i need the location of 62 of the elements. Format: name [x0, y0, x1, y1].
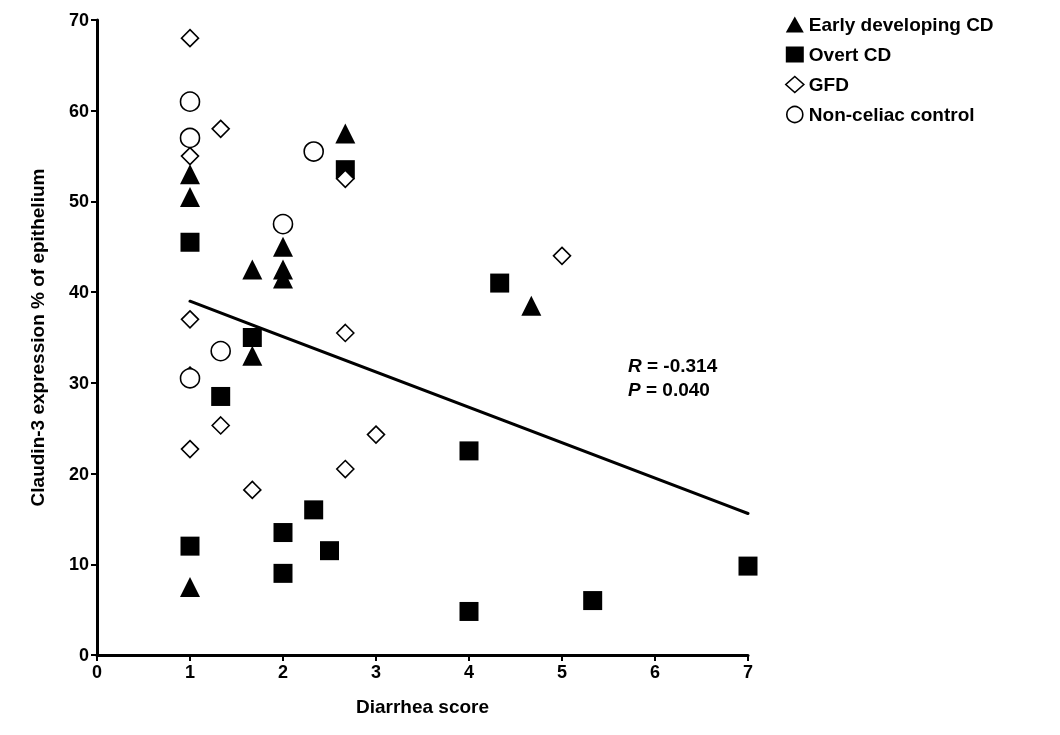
point	[336, 459, 355, 479]
annotation: R = -0.314	[628, 354, 718, 376]
point	[180, 576, 200, 597]
point	[459, 441, 479, 461]
point	[273, 523, 293, 543]
point	[180, 536, 200, 556]
annotation: P = 0.040	[628, 378, 710, 400]
y-tick-label: 30	[68, 372, 89, 393]
legend-label: Overt CD	[808, 44, 892, 65]
x-tick-label: 0	[91, 662, 103, 682]
point	[366, 425, 386, 444]
point	[336, 323, 355, 343]
legend-label: Non-celiac control	[808, 104, 975, 125]
point	[211, 416, 230, 435]
point	[180, 439, 200, 459]
point	[521, 295, 542, 316]
point	[242, 328, 262, 347]
point	[210, 340, 231, 362]
x-axis-title: Diarrhea score	[355, 696, 490, 717]
point	[180, 232, 200, 252]
y-tick-label: 10	[68, 554, 89, 575]
point	[180, 186, 200, 207]
point	[211, 119, 230, 139]
y-tick-label: 40	[68, 282, 89, 303]
x-tick-label: 4	[463, 662, 475, 682]
x-tick-label: 1	[184, 662, 196, 682]
x-tick-label: 2	[277, 662, 289, 682]
point	[459, 601, 479, 621]
point	[303, 141, 324, 162]
y-axis-title: Claudin-3 expression % of epithelium	[27, 168, 48, 507]
y-tick-label: 60	[68, 100, 89, 121]
point	[180, 28, 200, 48]
legend-label: Early developing CD	[808, 14, 994, 35]
point	[490, 273, 510, 293]
x-tick-label: 5	[556, 662, 568, 682]
point	[243, 480, 262, 500]
point	[180, 164, 200, 185]
point	[180, 310, 200, 329]
point	[179, 91, 201, 112]
point	[180, 146, 200, 166]
point	[320, 541, 339, 561]
point	[583, 591, 603, 611]
point	[335, 123, 356, 144]
point	[552, 246, 572, 266]
x-tick-label: 7	[742, 662, 754, 682]
point	[273, 563, 293, 583]
y-tick-label: 70	[68, 10, 89, 30]
point	[242, 345, 263, 366]
point	[211, 386, 231, 406]
point	[179, 127, 201, 149]
y-tick-label: 50	[68, 191, 89, 212]
point	[336, 169, 355, 189]
y-tick-label: 20	[68, 463, 89, 484]
x-tick-label: 6	[649, 662, 661, 682]
point	[242, 259, 263, 280]
x-tick-label: 3	[370, 662, 382, 682]
y-tick-label: 0	[78, 645, 89, 665]
point	[738, 556, 758, 576]
point	[273, 236, 293, 257]
legend-label: GFD	[808, 74, 849, 95]
point	[304, 500, 324, 520]
point	[272, 213, 294, 235]
